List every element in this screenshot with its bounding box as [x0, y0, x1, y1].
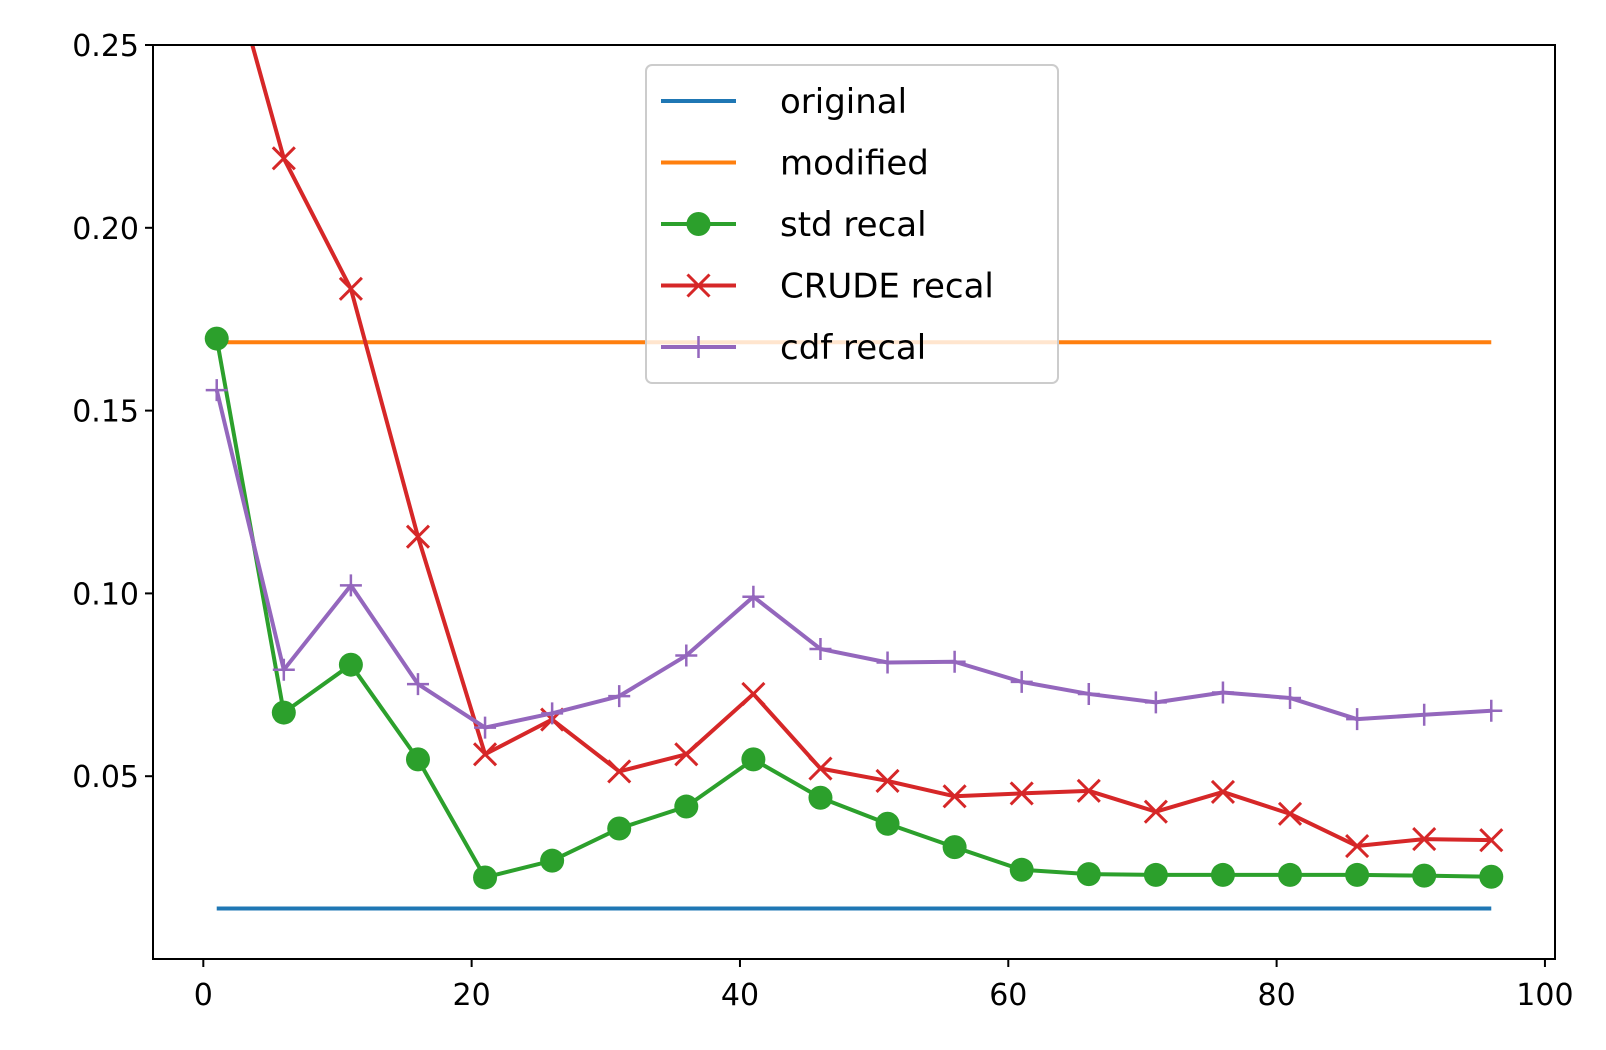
- crude-recal-point: [1412, 827, 1437, 852]
- cdf-recal-point: [876, 651, 899, 674]
- cdf-recal-point: [1144, 691, 1167, 714]
- y-tick-label: 0.25: [72, 29, 139, 64]
- std-recal-point: [875, 811, 900, 836]
- cdf-recal-point: [675, 644, 698, 667]
- cdf-recal-point: [406, 673, 429, 696]
- cdf-recal-point: [474, 716, 497, 739]
- std-recal-point: [338, 652, 363, 677]
- std-recal-point: [808, 785, 833, 810]
- cdf-recal-point: [1413, 703, 1436, 726]
- std-recal-point: [1009, 857, 1034, 882]
- cdf-recal-point: [272, 658, 295, 681]
- std-recal-point: [1076, 862, 1101, 887]
- legend-box: [645, 64, 1059, 384]
- series-crude-recal: [250, 45, 1504, 859]
- std-recal-point: [405, 747, 430, 772]
- std-recal-point: [1412, 863, 1437, 888]
- cdf-recal-point: [541, 702, 564, 725]
- std-recal-point: [1345, 862, 1370, 887]
- crude-recal-point: [405, 524, 431, 549]
- crude-recal-point: [1345, 833, 1370, 859]
- crude-recal-point: [1009, 781, 1034, 806]
- crude-recal-point: [741, 681, 766, 707]
- crude-recal-point: [808, 756, 833, 781]
- cdf-recal-point: [1279, 686, 1302, 709]
- cdf-recal-point: [742, 585, 765, 608]
- crude-recal-point: [1143, 799, 1168, 824]
- legend-entry-original: original: [661, 82, 907, 122]
- cdf-recal-point: [943, 650, 966, 673]
- legend-label: cdf recal: [780, 328, 926, 368]
- crude-recal-point: [1479, 828, 1504, 853]
- cdf-recal-point: [809, 637, 832, 660]
- cdf-recal-point: [339, 574, 362, 597]
- x-tick-label: 80: [1258, 978, 1296, 1013]
- legend-entry-crude-recal: CRUDE recal: [661, 267, 994, 307]
- legend-marker: [687, 336, 710, 358]
- legend-marker: [686, 212, 711, 236]
- y-tick-label: 0.05: [72, 760, 139, 795]
- x-tick-label: 100: [1516, 978, 1573, 1013]
- y-tick-label: 0.20: [72, 212, 139, 247]
- std-recal-point: [540, 848, 565, 873]
- cdf-recal-point: [205, 379, 228, 402]
- cdf-recal-point: [1480, 699, 1503, 722]
- plot-frame: [152, 44, 1556, 960]
- x-tick-label: 60: [989, 978, 1027, 1013]
- std-recal-point: [942, 835, 967, 860]
- crude-recal-point: [338, 276, 363, 301]
- legend: original modified std recal CRUDE recal cdf …: [645, 64, 1059, 384]
- y-tick-label: 0.10: [72, 577, 139, 612]
- legend-label: std recal: [780, 205, 927, 245]
- cdf-recal-point: [1010, 670, 1033, 693]
- legend-label: original: [780, 82, 907, 122]
- cdf-recal-point: [608, 685, 631, 708]
- crude-recal-point: [472, 742, 498, 767]
- std-recal-point: [1210, 862, 1235, 887]
- legend-label: modified: [780, 144, 929, 184]
- std-recal-point: [741, 747, 766, 772]
- std-recal-point: [271, 700, 296, 725]
- std-recal-point: [1278, 862, 1303, 887]
- std-recal-point: [607, 816, 632, 841]
- crude-recal-point: [607, 759, 632, 784]
- crude-recal-point: [942, 784, 967, 809]
- x-tick-label: 20: [453, 978, 491, 1013]
- y-tick-label: 0.15: [72, 395, 139, 430]
- legend-marker: [686, 273, 711, 298]
- crude-recal-point: [1277, 801, 1303, 826]
- x-tick-label: 40: [721, 978, 759, 1013]
- legend-entry-modified: modified: [661, 144, 929, 184]
- crude-recal-point: [1076, 778, 1101, 803]
- cdf-recal-point: [1077, 682, 1100, 705]
- x-tick-label: 0: [194, 978, 213, 1013]
- cdf-recal-point: [1346, 708, 1369, 731]
- axes-layer: 0 20 40 60 80 100 0.05 0.10 0.15 0.20 0.25: [72, 29, 1573, 1013]
- crude-recal-point: [875, 768, 900, 794]
- std-recal-point: [204, 326, 229, 351]
- crude-recal-line: [250, 45, 1492, 849]
- series-std-recal: [204, 326, 1504, 890]
- crude-recal-point: [674, 742, 699, 767]
- std-recal-point: [674, 794, 699, 819]
- series-cdf-recal: [205, 379, 1503, 739]
- cdf-recal-point: [1211, 681, 1234, 704]
- std-recal-point: [1479, 864, 1504, 889]
- legend-entry-std-recal: std recal: [661, 205, 927, 245]
- legend-label: CRUDE recal: [780, 267, 994, 307]
- crude-recal-point: [271, 146, 296, 171]
- legend-entry-cdf-recal: cdf recal: [661, 328, 926, 368]
- std-recal-point: [1143, 862, 1168, 887]
- cdf-recal-line: [214, 389, 1492, 730]
- crude-recal-point: [1210, 779, 1236, 804]
- std-recal-point: [473, 865, 498, 890]
